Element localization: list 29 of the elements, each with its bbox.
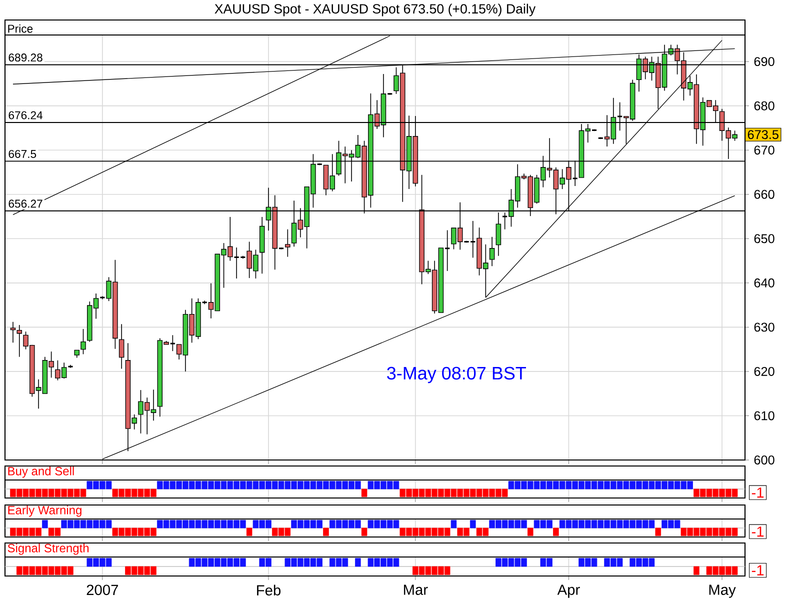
- x-tick-label: 2007: [86, 584, 118, 596]
- text: -1: [752, 565, 764, 576]
- y-tick-label: 620: [754, 366, 774, 376]
- y-tick-label: 630: [754, 322, 774, 332]
- y-tick-label: 610: [754, 411, 774, 420]
- y-axis-title: Price: [8, 24, 33, 33]
- y-tick-label: 680: [754, 101, 774, 110]
- y-tick-label: 650: [754, 234, 774, 244]
- ref-line-label: 689.28: [8, 54, 42, 62]
- ref-line-label: 667.5: [8, 150, 36, 158]
- y-tick-label: 640: [754, 278, 774, 288]
- chart-title: XAUUSD Spot - XAUUSD Spot 673.50 (+0.15%) Daily: [214, 4, 536, 16]
- y-tick-label: 660: [754, 190, 774, 199]
- text: -1: [752, 488, 764, 498]
- annotation: 3-May 08:07 BST: [387, 366, 526, 384]
- x-tick-label: Mar: [404, 584, 428, 595]
- x-tick-label: Feb: [257, 584, 280, 596]
- chart-title: Early Warning: [8, 506, 82, 517]
- y-tick-label: 690: [754, 57, 774, 66]
- annotation: 673.5: [748, 130, 778, 140]
- ref-line-label: 676.24: [8, 111, 43, 120]
- y-tick-label: 670: [754, 146, 774, 155]
- ref-line-label: 656.27: [8, 200, 42, 208]
- x-tick-label: May: [709, 584, 736, 598]
- chart-title: Buy and Sell: [8, 466, 74, 478]
- text: -1: [752, 526, 764, 537]
- y-tick-label: 600: [754, 456, 774, 464]
- chart-title: Signal Strength: [8, 544, 89, 555]
- x-tick-label: Apr: [557, 584, 580, 598]
